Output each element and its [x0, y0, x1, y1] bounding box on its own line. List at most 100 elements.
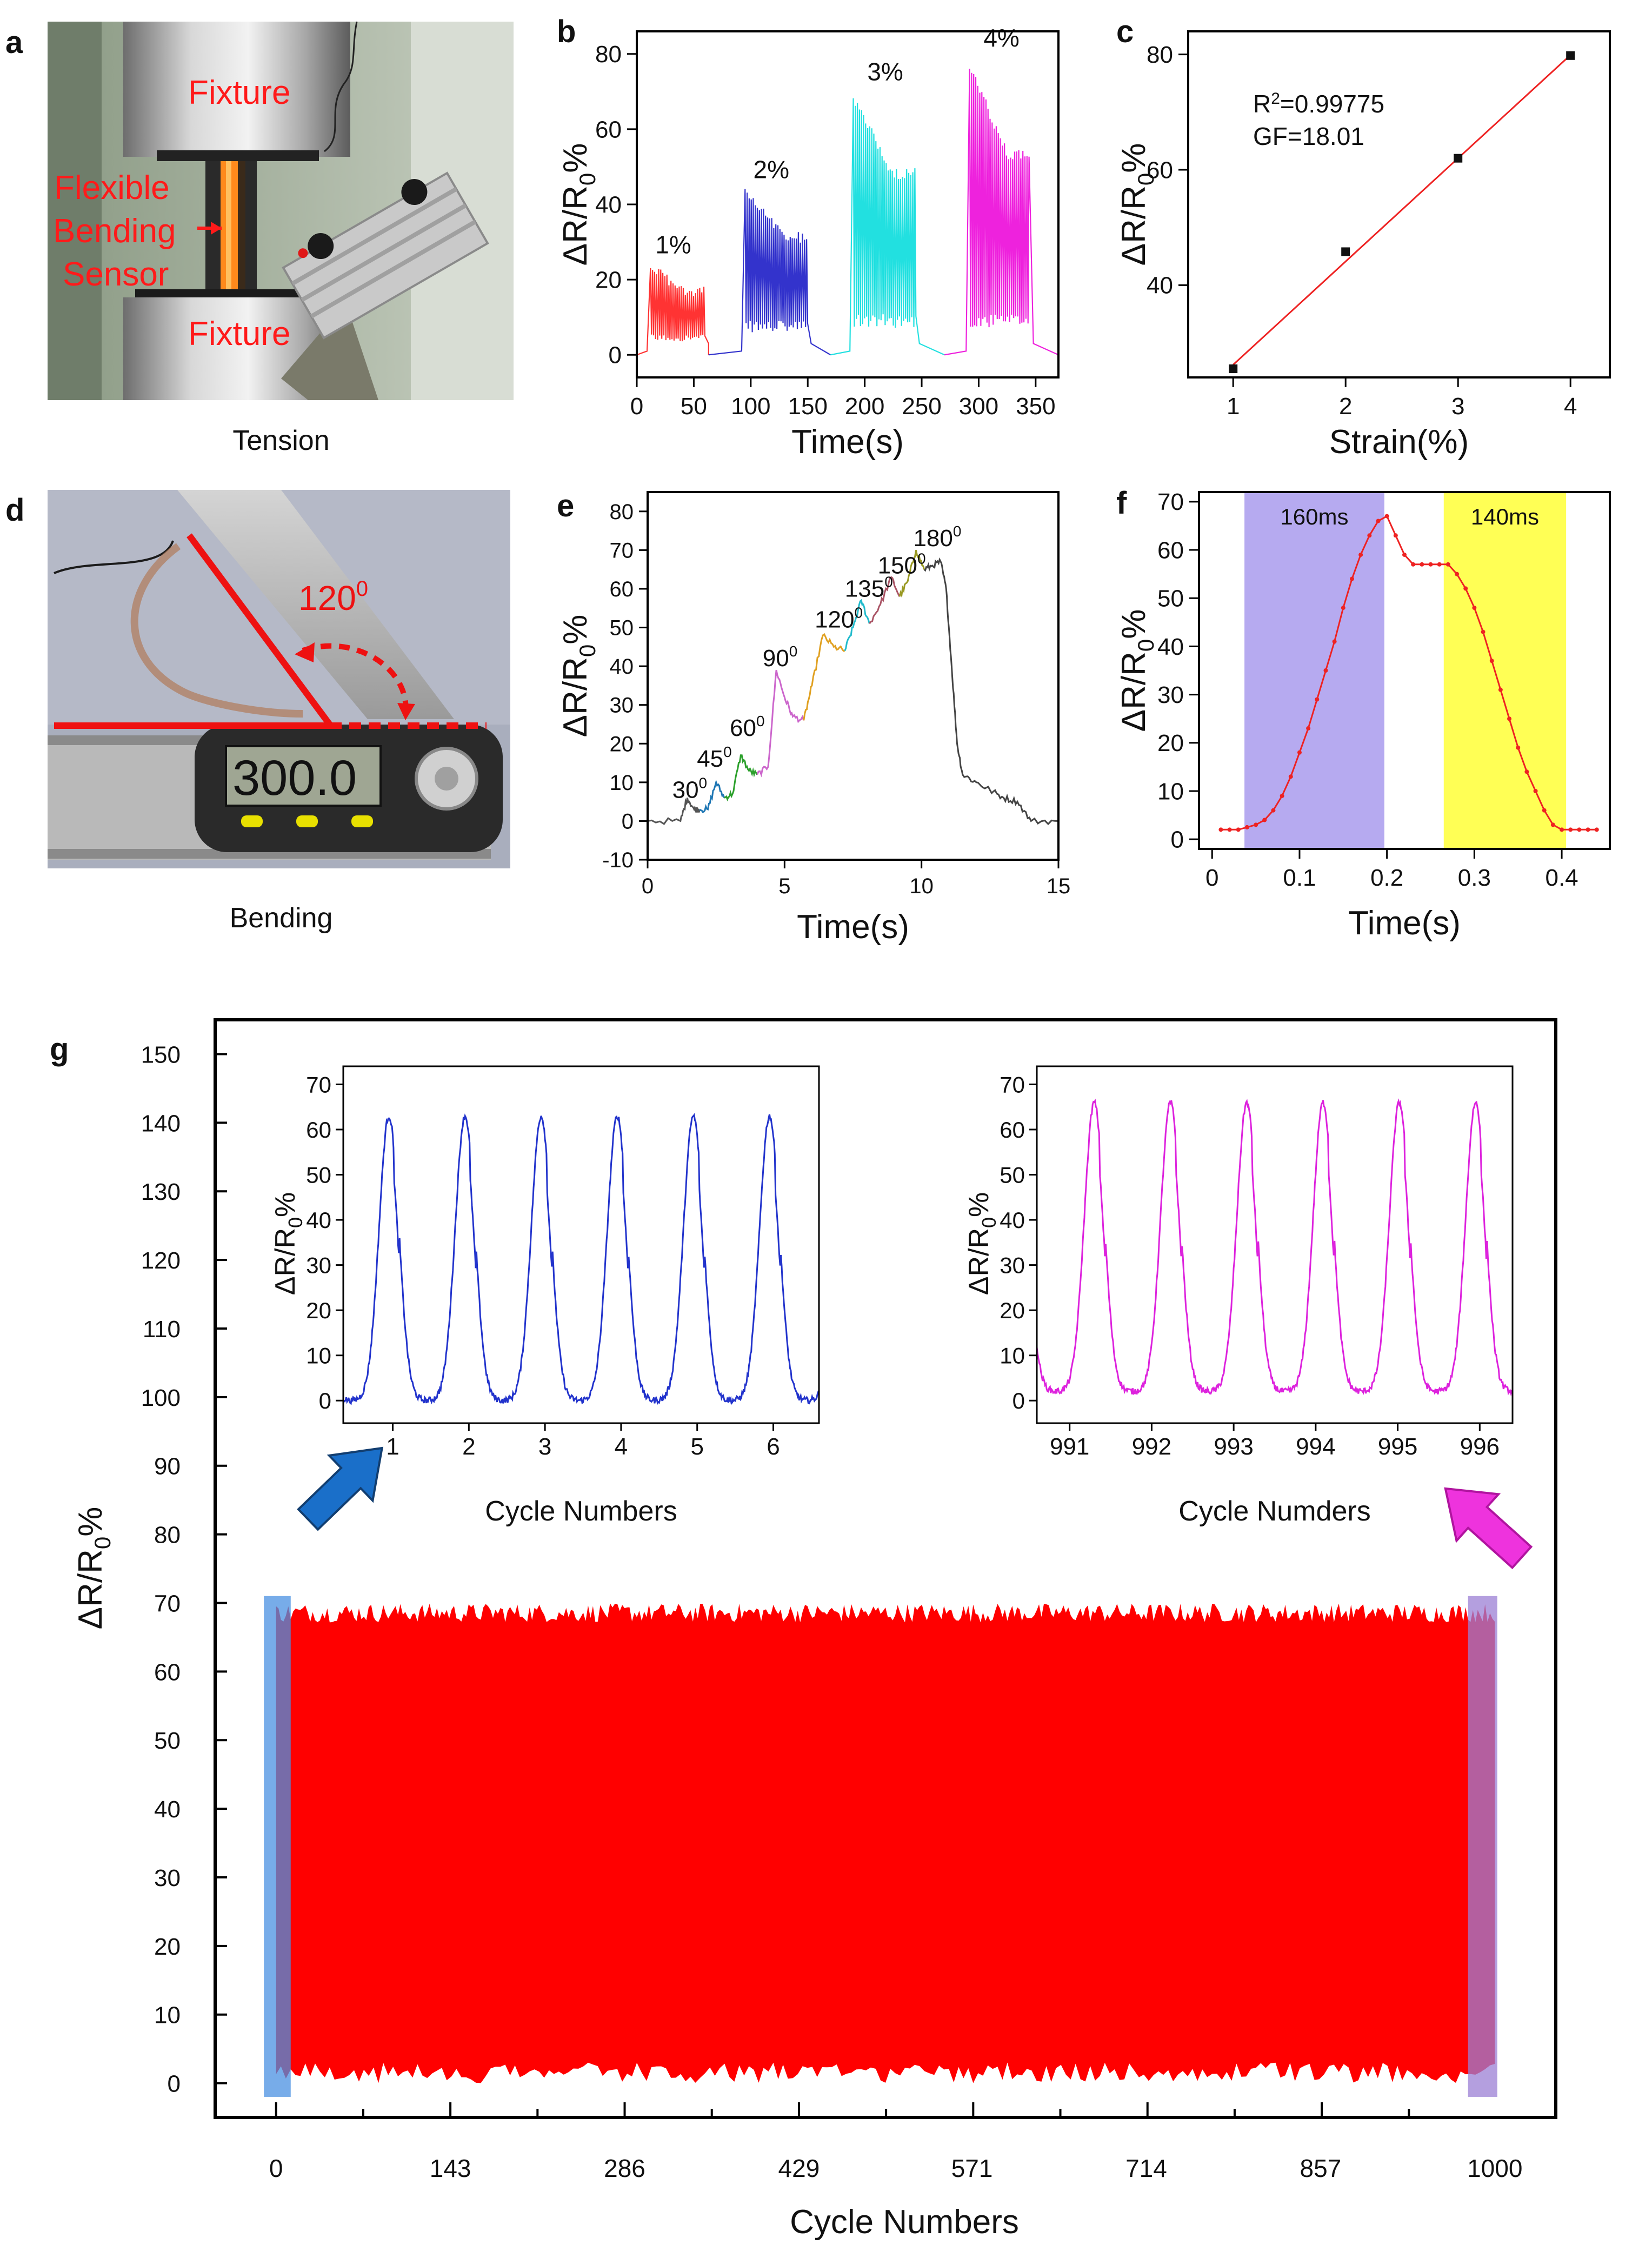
x-tick-label: 5	[778, 874, 790, 898]
blue-arrow-shape	[297, 1446, 384, 1531]
gf-text: GF=18.01	[1253, 122, 1364, 150]
response-point	[1455, 572, 1460, 576]
angle-annotation-value: 90	[763, 645, 789, 672]
ylabel-f-main: ΔR/R	[1115, 652, 1153, 732]
angle-annotation: 1500	[878, 550, 926, 579]
y-tick-label: 20	[154, 1934, 181, 1960]
response-point	[1542, 808, 1547, 813]
x-tick-label: 150	[788, 393, 828, 420]
response-point	[1288, 774, 1293, 779]
cycle-signal-fill	[276, 1603, 1495, 2083]
ylabel-g-main: ΔR/R	[72, 1549, 109, 1629]
response-point	[1323, 668, 1328, 673]
x-tick-label: 200	[845, 393, 884, 420]
label-bending: Bending	[53, 213, 176, 250]
panel-label-b: b	[557, 14, 576, 49]
cycle-highlight	[1468, 1596, 1497, 2097]
strain-annotation: 4%	[983, 24, 1019, 52]
ylabel-b-main: ΔR/R	[557, 185, 594, 265]
inset-left-ylabel-tail: %	[270, 1192, 301, 1217]
angle-sup: 0	[356, 577, 368, 601]
panel-f: f 160ms 140ms 0 0.1 0.2 0.3 0.4 0 10 20 30 40 50 60 70…	[1115, 486, 1611, 942]
panel-label-c: c	[1116, 14, 1134, 49]
series-line-1%	[636, 268, 709, 356]
inset-left-frame	[342, 1065, 820, 1424]
data-point	[1229, 364, 1238, 373]
ylabel-b-sub: 0	[575, 173, 600, 185]
x-tick-label: 1	[1227, 393, 1240, 420]
inset-y-tick-label: 70	[306, 1072, 331, 1097]
series-line-3%	[830, 98, 945, 356]
angle-annotation-sup: 0	[699, 774, 708, 791]
x-tick-label: 0.4	[1545, 865, 1578, 891]
response-point	[1550, 822, 1555, 827]
digital-display: 300.0	[232, 751, 357, 806]
angle-annotation-value: 45	[697, 746, 723, 772]
y-tick-label: 60	[1147, 157, 1173, 183]
response-point	[1594, 827, 1599, 832]
y-tick-label: 40	[1147, 273, 1173, 299]
response-point	[1236, 827, 1241, 832]
r2-post: =0.99775	[1280, 90, 1384, 118]
inset-left-ylabel-main: ΔR/R	[270, 1228, 301, 1295]
inset-y-tick-label: 30	[1000, 1253, 1025, 1278]
x-tick-label: 300	[959, 393, 998, 420]
angle-annotation-sup: 0	[953, 523, 962, 540]
x-tick-label: 3	[1451, 393, 1464, 420]
inset-right-ylabel-tail: %	[963, 1192, 995, 1217]
angle-annotation-value: 180	[913, 525, 952, 552]
fit-line	[1233, 54, 1571, 366]
response-point	[1358, 552, 1363, 557]
response-point	[1376, 519, 1381, 523]
inset-x-tick-label: 996	[1460, 1433, 1500, 1460]
segment-90	[756, 670, 805, 778]
response-point	[1262, 818, 1267, 822]
response-point	[1463, 586, 1468, 591]
inset-x-tick-label: 3	[538, 1433, 551, 1460]
ylabel-e: ΔR/R0%	[557, 615, 600, 738]
x-tick-label: 143	[430, 2154, 471, 2182]
y-tick-label: 70	[1157, 489, 1184, 515]
y-tick-label: 60	[610, 577, 634, 601]
inset-y-tick-label: 60	[306, 1117, 331, 1143]
photo-a-labels: Fixture Flexible Bending Sensor Fixture	[53, 74, 290, 353]
strain-annotation: 3%	[867, 57, 903, 85]
x-tick-label: 250	[902, 393, 941, 420]
angle-annotation-sup: 0	[756, 713, 765, 729]
segment-150	[869, 576, 901, 625]
ylabel-g-sub: 0	[90, 1537, 115, 1549]
y-tick-label: 40	[1157, 634, 1184, 660]
angle-annotation-sup: 0	[723, 743, 732, 760]
y-tick-label: 150	[141, 1041, 181, 1068]
response-point	[1428, 562, 1433, 567]
y-tick-label: 80	[595, 41, 622, 68]
inset-right-ylabel-sub: 0	[978, 1217, 1000, 1228]
response-point	[1489, 659, 1494, 663]
y-tick-label: 20	[595, 267, 622, 294]
response-point	[1498, 687, 1503, 692]
bending-angle-label: 1200	[298, 577, 368, 617]
response-point	[1507, 716, 1512, 721]
panel-label-d: d	[5, 493, 24, 528]
x-tick-label: 0.1	[1283, 865, 1316, 891]
magenta-arrow-icon	[1444, 1487, 1533, 1570]
inset-left-ylabel-sub: 0	[284, 1217, 307, 1228]
inset-y-tick-label: 20	[306, 1298, 331, 1323]
y-tick-label: 50	[1157, 586, 1184, 612]
inset-x-tick-label: 6	[767, 1433, 780, 1460]
inset-x-tick-label: 5	[690, 1433, 703, 1460]
x-tick-label: 50	[681, 393, 707, 420]
y-tick-label: 60	[1157, 537, 1184, 563]
y-tick-label: 0	[622, 809, 634, 833]
y-tick-label: 0	[1171, 827, 1184, 853]
y-tick-label: 80	[154, 1522, 181, 1549]
inset-y-tick-label: 60	[1000, 1117, 1025, 1143]
cycle-highlight	[264, 1596, 291, 2097]
angle-annotation-value: 150	[878, 552, 917, 579]
callout-arrows	[297, 1446, 1533, 1570]
response-point	[1254, 822, 1258, 827]
plot-b-area: 0 50 100 150 200 250 300 350 0 20 40 60 80 1% 2% 3% 4%	[595, 24, 1059, 420]
data-point	[1454, 154, 1463, 163]
x-tick-label: 1000	[1467, 2154, 1522, 2182]
